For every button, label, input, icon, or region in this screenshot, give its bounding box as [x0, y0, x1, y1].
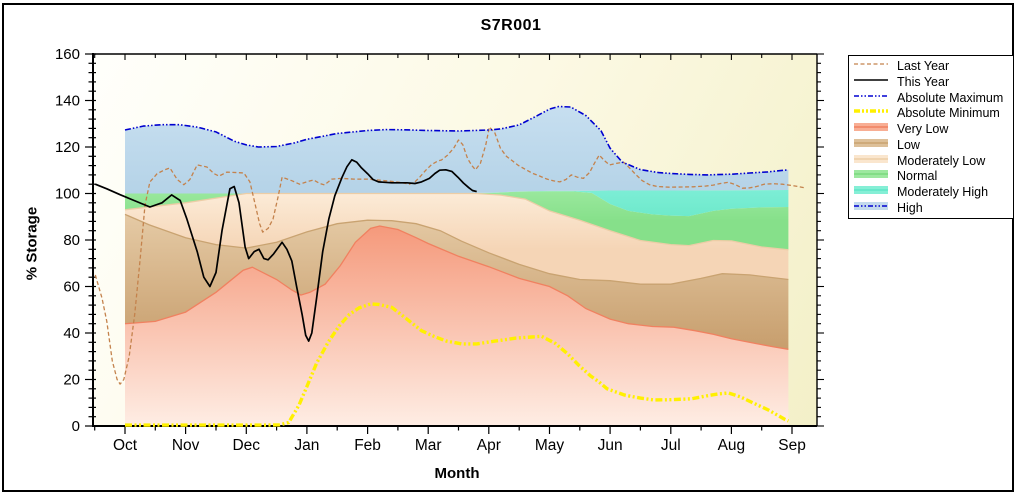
legend-item-absolute-minimum: Absolute Minimum — [849, 106, 1013, 121]
legend-label-normal: Normal — [897, 169, 938, 184]
y-tick-label: 140 — [55, 93, 80, 110]
x-tick-label: Jun — [598, 437, 623, 454]
legend-item-high: High — [849, 200, 1013, 215]
x-tick-label: Feb — [354, 437, 381, 454]
legend-swatch-normal — [854, 167, 888, 185]
legend-label-this-year: This Year — [897, 74, 950, 89]
legend-label-last-year: Last Year — [897, 59, 950, 74]
y-tick-label: 20 — [63, 372, 80, 389]
chart-frame: S7R001 0 20 40 60 80 100 120 140 160 Oct Nov Dec Jan… — [2, 3, 1014, 492]
line-this-year — [94, 158, 477, 342]
y-tick-label: 80 — [63, 232, 80, 249]
x-tick-label: Jan — [294, 437, 319, 454]
legend-item-this-year: This Year — [849, 74, 1013, 89]
line-absolute-maximum — [124, 105, 789, 176]
plot-area: 0 20 40 60 80 100 120 140 160 Oct Nov Dec Jan Feb Mar A… — [55, 46, 824, 454]
y-tick-label: 0 — [72, 418, 80, 435]
chart-title: S7R001 — [480, 17, 542, 34]
legend-swatch-moderately-high — [854, 183, 888, 201]
legend-swatch-absolute-maximum — [854, 89, 888, 107]
legend-label-low: Low — [897, 137, 920, 152]
x-tick-label: Aug — [718, 437, 746, 454]
legend-label-absolute-minimum: Absolute Minimum — [897, 106, 1000, 121]
legend-item-absolute-maximum: Absolute Maximum — [849, 90, 1013, 105]
band-moderately-high — [125, 190, 789, 217]
x-tick-label: Mar — [415, 437, 442, 454]
legend-swatch-moderately-low — [854, 152, 888, 170]
legend-item-moderately-low: Moderately Low — [849, 153, 1013, 168]
legend-swatch-this-year — [854, 73, 888, 91]
legend-item-very-low: Very Low — [849, 122, 1013, 137]
y-tick-label: 160 — [55, 46, 80, 63]
band-high — [125, 106, 789, 194]
band-low — [125, 214, 789, 350]
x-tick-label: Oct — [113, 437, 138, 454]
y-axis-title: % Storage — [23, 206, 41, 281]
legend: Last Year This Year Absolute Maximum Absolu… — [848, 55, 1014, 219]
legend-label-moderately-high: Moderately High — [897, 184, 989, 199]
y-tick-label: 40 — [63, 325, 80, 342]
legend-item-low: Low — [849, 137, 1013, 152]
line-last-year — [94, 126, 805, 385]
legend-swatch-last-year — [854, 57, 888, 75]
line-absolute-minimum — [125, 302, 790, 427]
x-tick-label: Jul — [661, 437, 681, 454]
legend-item-moderately-high: Moderately High — [849, 184, 1013, 199]
legend-item-normal: Normal — [849, 169, 1013, 184]
y-tick-label: 120 — [55, 139, 80, 156]
x-tick-label: May — [535, 437, 565, 454]
band-moderately-low — [125, 193, 789, 285]
legend-swatch-low — [854, 136, 888, 154]
x-tick-label: Dec — [232, 437, 260, 454]
legend-label-absolute-maximum: Absolute Maximum — [897, 90, 1004, 105]
band-normal — [125, 191, 789, 250]
x-tick-label: Nov — [172, 437, 200, 454]
x-axis-title: Month — [434, 465, 480, 482]
y-tick-label: 60 — [63, 279, 80, 296]
x-tick-label: Sep — [778, 437, 806, 454]
legend-label-moderately-low: Moderately Low — [897, 153, 986, 168]
band-very-low — [125, 226, 789, 426]
y-tick-label: 100 — [55, 186, 80, 203]
legend-label-high: High — [897, 200, 923, 215]
legend-swatch-high — [854, 199, 888, 217]
legend-swatch-absolute-minimum — [854, 104, 888, 122]
legend-swatch-very-low — [854, 120, 888, 138]
legend-label-very-low: Very Low — [897, 122, 949, 137]
legend-item-last-year: Last Year — [849, 59, 1013, 74]
x-tick-label: Apr — [477, 437, 501, 454]
